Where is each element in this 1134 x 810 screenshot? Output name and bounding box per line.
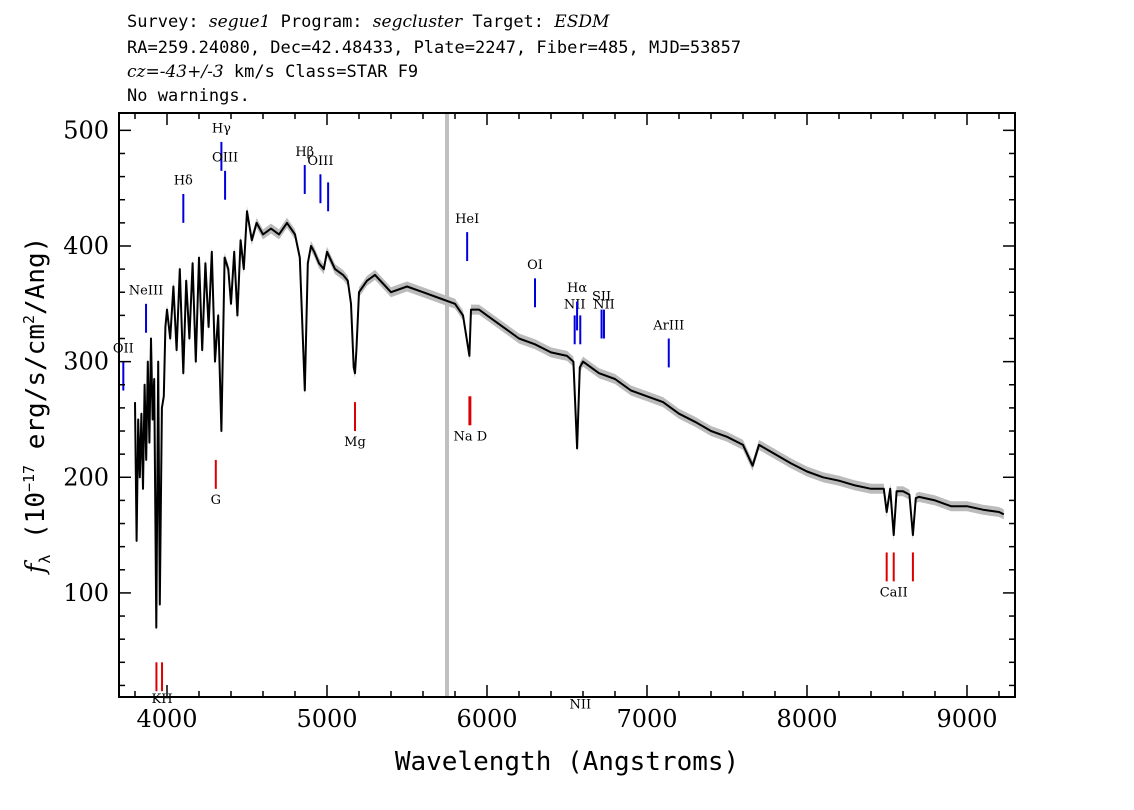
- cz-value: -43+/-3: [159, 62, 224, 82]
- header-line-2: RA=259.24080, Dec=42.48433, Plate=2247, …: [127, 38, 741, 58]
- absorption-line-label: Na D: [454, 429, 488, 444]
- y-label-exponent: −17: [20, 465, 38, 492]
- emission-line-label: NII: [569, 698, 591, 713]
- plot-frame: [118, 112, 1016, 698]
- flux-error-band: [135, 206, 1004, 633]
- x-tick-label: 9000: [936, 705, 997, 733]
- class-text: Class=STAR F9: [285, 62, 419, 82]
- emission-line-label: SII: [592, 289, 611, 304]
- x-tick-label: 5000: [296, 705, 357, 733]
- emission-line-label: OIII: [307, 154, 333, 169]
- cz-label: cz=: [127, 62, 160, 82]
- emission-line-label: OIII: [212, 151, 238, 166]
- survey-value: segue1: [208, 12, 271, 32]
- emission-line-label: Hγ: [212, 122, 231, 137]
- flux-series-line: [134, 210, 1005, 629]
- x-tick-label: 6000: [456, 705, 517, 733]
- target-value: ESDM: [554, 12, 610, 32]
- y-tick-label: 300: [63, 348, 109, 376]
- absorption-line-label: CaII: [880, 585, 908, 600]
- emission-line-label: NII: [593, 297, 615, 312]
- x-tick-label: 4000: [136, 705, 197, 733]
- y-label-lambda: λ: [36, 555, 54, 564]
- coordinates-text: RA=259.24080, Dec=42.48433, Plate=2247, …: [127, 38, 742, 58]
- absorption-line-label: Mg: [344, 435, 366, 450]
- emission-line-label: NII: [564, 297, 586, 312]
- y-label-scale: (10: [21, 492, 51, 555]
- emission-line-label: Hδ: [174, 174, 193, 189]
- y-label-per-ang: /Ang): [21, 237, 51, 315]
- header-line-4: No warnings.: [127, 86, 250, 106]
- y-tick-label: 400: [63, 232, 109, 260]
- emission-line-label: OI: [527, 258, 543, 273]
- warnings-text: No warnings.: [127, 86, 250, 106]
- emission-line-label: Hβ: [295, 145, 314, 160]
- axes-layer: 4000 5000 6000 7000 8000 9000 100 200 300 400 500: [63, 113, 1015, 733]
- emission-line-label: HeI: [455, 212, 479, 227]
- x-tick-label: 8000: [776, 705, 837, 733]
- y-tick-label: 100: [63, 579, 109, 607]
- y-tick-label: 200: [63, 463, 109, 491]
- cz-unit: km/s: [233, 62, 275, 82]
- header-line-1: Survey: segue1 Program: segcluster Targe…: [127, 12, 609, 32]
- absorption-line-label: G: [211, 493, 221, 508]
- program-label: Program:: [280, 12, 363, 32]
- target-label: Target:: [472, 12, 545, 32]
- header-line-3: cz=-43+/-3 km/s Class=STAR F9: [127, 62, 418, 82]
- x-tick-label: 7000: [616, 705, 677, 733]
- plot-inner: [134, 113, 1005, 697]
- program-value: segcluster: [372, 12, 463, 32]
- survey-label: Survey:: [127, 12, 199, 32]
- emission-line-label: NeIII: [129, 284, 163, 299]
- y-label-units: erg/s/cm: [21, 324, 51, 465]
- x-axis-label: Wavelength (Angstroms): [395, 747, 739, 777]
- y-axis-label: fλ (10−17 erg/s/cm2/Ang): [20, 237, 54, 576]
- emission-line-label: Hα: [567, 281, 587, 296]
- y-tick-label: 500: [63, 116, 109, 144]
- emission-line-label: ArIII: [652, 318, 684, 333]
- emission-line-label: OII: [113, 341, 134, 356]
- y-label-squared: 2: [20, 315, 38, 324]
